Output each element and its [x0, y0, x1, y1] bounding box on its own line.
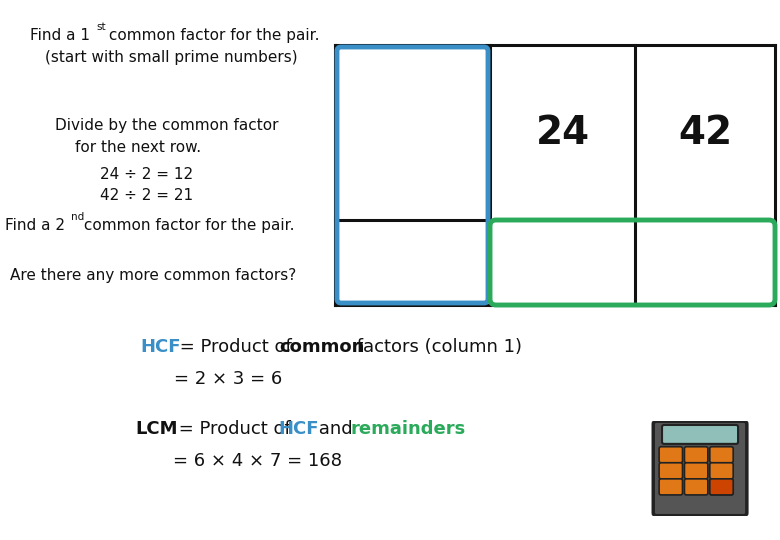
- Text: common factor for the pair.: common factor for the pair.: [79, 218, 295, 233]
- Text: Divide by the common factor: Divide by the common factor: [55, 118, 278, 133]
- Text: 24: 24: [535, 113, 590, 152]
- Text: HCF: HCF: [140, 338, 180, 356]
- FancyBboxPatch shape: [685, 463, 707, 479]
- Text: 42 ÷ 2 = 21: 42 ÷ 2 = 21: [100, 188, 193, 203]
- FancyBboxPatch shape: [710, 479, 733, 495]
- Text: common: common: [279, 338, 364, 356]
- FancyBboxPatch shape: [654, 421, 746, 516]
- Text: (start with small prime numbers): (start with small prime numbers): [45, 50, 298, 65]
- Text: st: st: [96, 22, 105, 32]
- FancyBboxPatch shape: [710, 479, 733, 495]
- Text: 24 ÷ 2 = 12: 24 ÷ 2 = 12: [100, 167, 193, 182]
- FancyBboxPatch shape: [659, 463, 682, 479]
- FancyBboxPatch shape: [659, 447, 682, 463]
- FancyBboxPatch shape: [659, 479, 682, 495]
- Text: for the next row.: for the next row.: [75, 140, 201, 155]
- FancyBboxPatch shape: [685, 479, 707, 495]
- Text: Are there any more common factors?: Are there any more common factors?: [10, 268, 296, 283]
- Text: Find a 2: Find a 2: [5, 218, 65, 233]
- Text: = Product of: = Product of: [173, 420, 296, 438]
- Text: LCM: LCM: [135, 420, 178, 438]
- Text: and: and: [313, 420, 358, 438]
- Text: = 2 × 3 = 6: = 2 × 3 = 6: [174, 370, 282, 388]
- Text: factors (column 1): factors (column 1): [351, 338, 522, 356]
- Text: = Product of: = Product of: [174, 338, 297, 356]
- Text: 42: 42: [678, 113, 732, 152]
- Text: HCF: HCF: [278, 420, 318, 438]
- Text: Find a 1: Find a 1: [30, 28, 90, 43]
- FancyBboxPatch shape: [710, 447, 733, 463]
- FancyBboxPatch shape: [685, 447, 707, 463]
- Text: remainders: remainders: [351, 420, 466, 438]
- Text: = 6 × 4 × 7 = 168: = 6 × 4 × 7 = 168: [173, 452, 342, 470]
- FancyBboxPatch shape: [662, 425, 738, 444]
- Text: nd: nd: [71, 212, 84, 222]
- Text: common factor for the pair.: common factor for the pair.: [104, 28, 320, 43]
- FancyBboxPatch shape: [710, 463, 733, 479]
